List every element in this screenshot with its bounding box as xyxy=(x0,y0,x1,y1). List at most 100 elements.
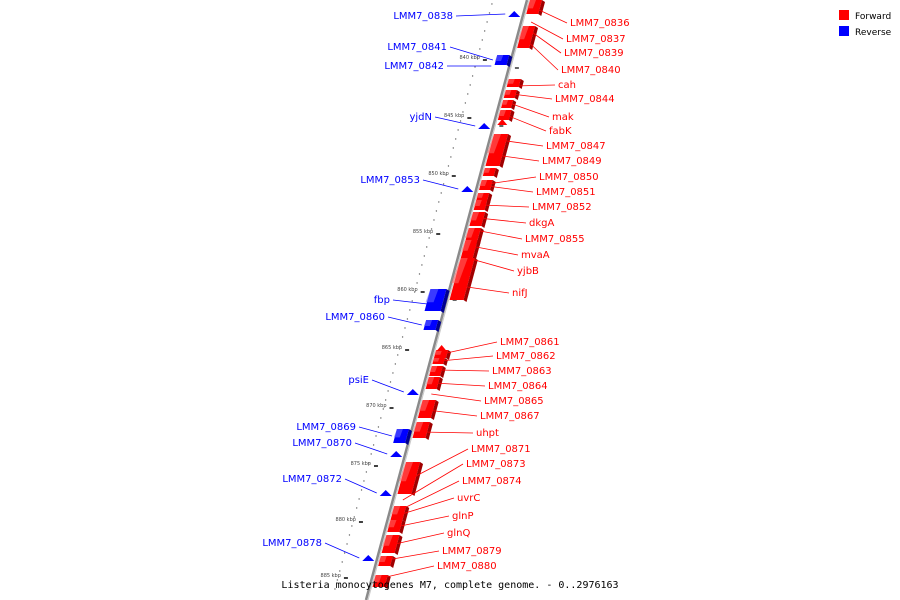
gene-label-yjbB: yjbB xyxy=(517,266,539,277)
feature-highlight xyxy=(426,377,435,385)
minor-tick xyxy=(365,471,368,473)
minor-tick xyxy=(426,246,428,248)
feature-side xyxy=(493,168,499,178)
leader-line xyxy=(449,46,494,61)
leader-line xyxy=(495,154,540,162)
tick-label: 860 kbp xyxy=(397,287,417,293)
minor-tick xyxy=(457,129,459,131)
leader-line xyxy=(487,176,537,185)
minor-tick xyxy=(476,57,479,59)
minor-tick xyxy=(433,219,435,221)
feature-highlight xyxy=(382,535,393,546)
gene-feature-fabK-head xyxy=(497,119,508,125)
gene-label-LMM7_0851: LMM7_0851 xyxy=(536,187,596,198)
leader-line xyxy=(470,245,519,256)
feature-highlight xyxy=(425,289,439,303)
gene-feature-LMM7_0861-head xyxy=(436,345,447,351)
minor-tick xyxy=(399,345,401,347)
feature-side xyxy=(384,575,391,589)
feature-highlight xyxy=(391,506,401,515)
feature-side xyxy=(518,79,524,89)
minor-tick xyxy=(421,264,423,266)
gene-feature-LMM7_0862 xyxy=(432,358,448,366)
minor-tick xyxy=(440,192,442,194)
feature-side xyxy=(484,200,491,212)
minor-tick xyxy=(360,489,363,491)
feature-highlight xyxy=(498,110,506,116)
feature-side xyxy=(436,377,443,391)
gene-label-LMM7_0861: LMM7_0861 xyxy=(500,337,560,348)
leader-line xyxy=(440,355,494,362)
minor-tick xyxy=(442,183,445,185)
minor-tick xyxy=(363,480,365,482)
minor-tick xyxy=(372,444,375,446)
feature-highlight xyxy=(398,462,414,482)
minor-tick xyxy=(368,462,370,464)
minor-tick xyxy=(491,3,493,5)
gene-feature-LMM7_0870 xyxy=(390,451,403,457)
feature-highlight xyxy=(373,575,382,583)
leader-line xyxy=(381,565,435,579)
gene-label-LMM7_0870: LMM7_0870 xyxy=(292,438,352,449)
leader-line xyxy=(499,139,544,147)
gene-label-LMM7_0869: LMM7_0869 xyxy=(296,422,356,433)
minor-tick xyxy=(416,282,418,284)
gene-feature-LMM7_0852 xyxy=(473,200,491,212)
gene-label-LMM7_0836: LMM7_0836 xyxy=(570,18,630,29)
gene-label-LMM7_0842: LMM7_0842 xyxy=(384,61,444,72)
gene-features xyxy=(362,0,545,589)
leader-line xyxy=(387,316,422,326)
gene-label-LMM7_0865: LMM7_0865 xyxy=(484,396,544,407)
feature-highlight xyxy=(486,134,502,154)
feature-highlight xyxy=(387,520,397,528)
gene-label-LMM7_0872: LMM7_0872 xyxy=(282,474,342,485)
gene-label-LMM7_0880: LMM7_0880 xyxy=(437,561,497,572)
leader-line xyxy=(434,382,486,387)
feature-highlight xyxy=(469,212,480,221)
minor-tick xyxy=(413,291,416,293)
minor-tick xyxy=(464,102,467,104)
gene-feature-LMM7_0838 xyxy=(508,11,521,17)
minor-tick xyxy=(353,516,355,518)
minor-tick xyxy=(351,525,353,527)
minor-tick xyxy=(467,93,469,95)
leader-line xyxy=(395,515,450,528)
feature-side xyxy=(472,240,481,260)
feature-face xyxy=(397,462,421,494)
feature-side xyxy=(538,0,545,16)
gene-label-uhpt: uhpt xyxy=(476,428,499,439)
gene-feature-dkgA xyxy=(469,212,489,228)
leader-line xyxy=(478,217,527,224)
minor-tick xyxy=(334,588,336,590)
label-leaders xyxy=(324,7,568,579)
minor-tick xyxy=(382,408,384,410)
leader-line xyxy=(422,179,459,190)
gene-label-glnP: glnP xyxy=(452,511,474,522)
minor-tick xyxy=(339,570,341,572)
tick-dots xyxy=(334,3,493,590)
leader-line xyxy=(324,542,360,559)
minor-tick xyxy=(486,21,488,23)
minor-tick xyxy=(380,417,382,419)
gene-feature-LMM7_0860 xyxy=(423,320,442,332)
gene-label-LMM7_0844: LMM7_0844 xyxy=(555,94,615,105)
feature-side xyxy=(463,258,478,302)
feature-highlight xyxy=(451,258,468,284)
gene-feature-LMM7_0879 xyxy=(378,556,396,568)
feature-highlight xyxy=(501,100,509,105)
gene-feature-glnQ xyxy=(381,535,403,555)
feature-highlight xyxy=(418,400,430,411)
tick-label: 840 kbp xyxy=(460,55,480,61)
feature-side xyxy=(402,506,410,522)
gene-feature-LMM7_0863 xyxy=(429,366,446,378)
gene-label-LMM7_0852: LMM7_0852 xyxy=(532,202,592,213)
feature-side xyxy=(405,429,412,445)
leader-line xyxy=(421,431,474,434)
gene-label-fbp: fbp xyxy=(374,295,390,306)
feature-highlight xyxy=(378,556,387,562)
feature-highlight xyxy=(479,180,488,186)
gene-feature-LMM7_0851 xyxy=(476,193,493,203)
gene-feature-uvrC xyxy=(390,506,410,522)
